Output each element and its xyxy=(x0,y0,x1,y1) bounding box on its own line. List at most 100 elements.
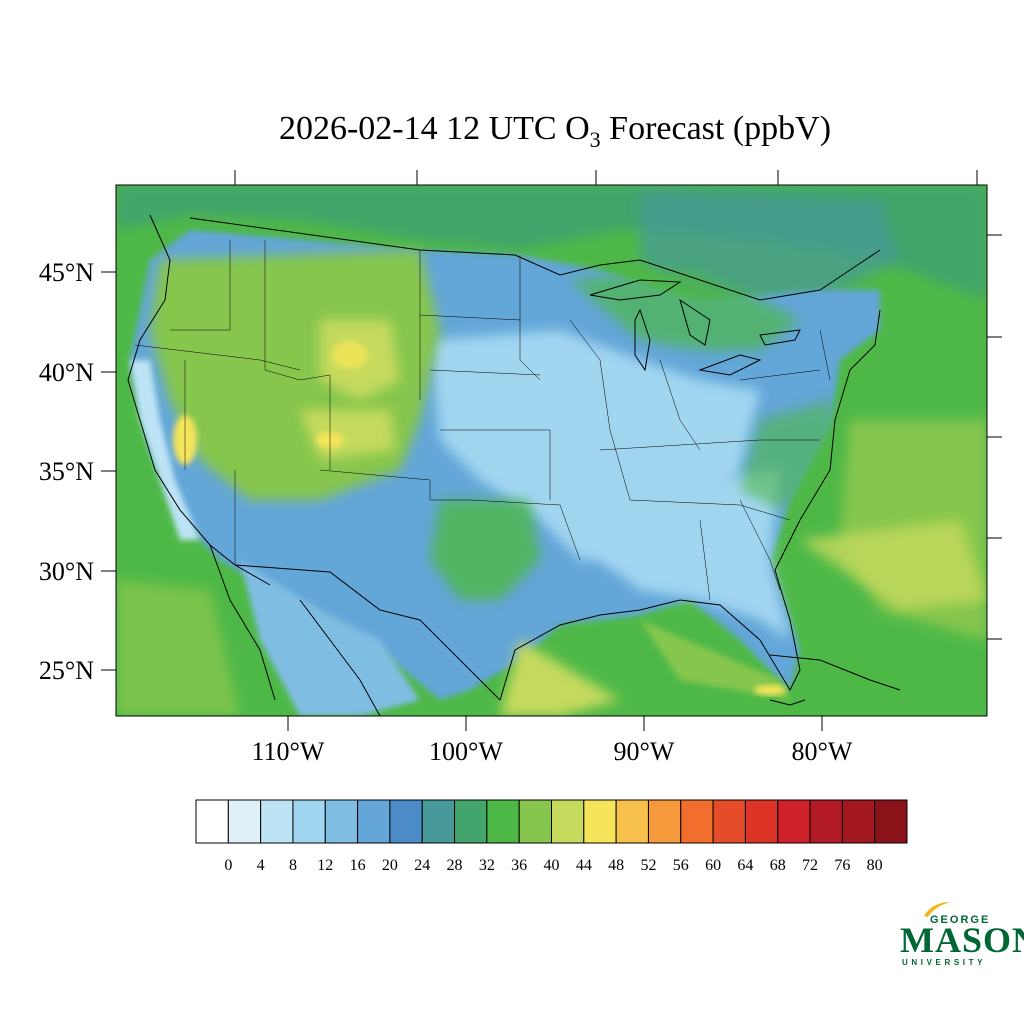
bottom-ticks xyxy=(287,716,823,731)
colorbar-label: 44 xyxy=(576,857,592,874)
mexico-coast xyxy=(299,599,381,716)
lat-label-45: 45°N xyxy=(39,258,94,287)
colorbar-label: 60 xyxy=(705,857,721,874)
gulf-yellowish xyxy=(500,640,620,716)
florida-yellow xyxy=(754,685,786,695)
colorbar-box xyxy=(551,799,585,844)
colorbar-box xyxy=(389,799,423,844)
colorbar-box xyxy=(841,799,876,844)
colorbar-label: 16 xyxy=(350,857,366,874)
colorbar-label: 24 xyxy=(414,857,430,874)
lake-superior xyxy=(589,279,682,301)
title-suffix: Forecast (ppbV) xyxy=(600,110,832,147)
boundaries xyxy=(127,214,901,716)
lat-label-40: 40°N xyxy=(39,358,94,387)
colorbar-box xyxy=(777,799,811,844)
left-ticks xyxy=(101,271,116,671)
map-frame xyxy=(115,184,988,717)
lon-label-100: 100°W xyxy=(429,737,503,766)
baja-coast xyxy=(209,544,276,701)
colorbar-label: 76 xyxy=(834,857,850,874)
lat-label-25: 25°N xyxy=(39,656,94,685)
colorbar-box xyxy=(809,799,843,844)
gulf-coast xyxy=(499,309,881,701)
lon-label-90: 90°W xyxy=(614,737,675,766)
colorbar-box xyxy=(227,799,262,844)
lon-labels: 110°W 100°W 90°W 80°W xyxy=(252,737,853,766)
colorbar-box xyxy=(712,799,746,844)
colorbar-box xyxy=(421,799,456,844)
texas-green xyxy=(430,500,540,600)
us-coastline xyxy=(127,214,271,586)
title-prefix: 2026-02-14 12 UTC O xyxy=(278,110,590,147)
lon-label-80: 80°W xyxy=(792,737,853,766)
pacific-light xyxy=(116,580,240,716)
logo-swoosh-icon xyxy=(924,902,950,917)
colorbar-label: 40 xyxy=(544,857,560,874)
colorbar-box xyxy=(292,799,326,844)
logo-george: GEORGE xyxy=(930,914,991,926)
colorbar-box xyxy=(874,799,908,844)
atlantic-yellowish xyxy=(800,520,987,610)
us-mexico-border xyxy=(234,564,501,701)
us-canada-border xyxy=(189,217,881,301)
ozone-field xyxy=(116,185,987,716)
colorbar-label: 48 xyxy=(608,857,624,874)
colorbar-box xyxy=(486,799,520,844)
logo-mason: MASON xyxy=(900,920,1024,960)
great-lakes-canada-teal xyxy=(640,190,900,300)
colorbar-label: 20 xyxy=(382,857,398,874)
colorbar-box xyxy=(454,799,488,844)
top-ticks xyxy=(234,170,978,185)
appalachian-green xyxy=(740,400,840,510)
colorbar-box xyxy=(615,799,649,844)
colorbar-label: 36 xyxy=(511,857,527,874)
colorbar-box xyxy=(680,799,714,844)
colorbar-label: 80 xyxy=(867,857,883,874)
southeast-lightblue xyxy=(600,470,790,640)
colorbar-label: 52 xyxy=(640,857,656,874)
chart-title: 2026-02-14 12 UTC O3 Forecast (ppbV) xyxy=(0,110,1024,153)
lake-ontario xyxy=(759,329,801,346)
lat-label-35: 35°N xyxy=(39,457,94,486)
colorbar-label: 4 xyxy=(257,857,265,874)
colorbar-label: 8 xyxy=(289,857,297,874)
colorbar-box xyxy=(260,799,294,844)
lon-label-110: 110°W xyxy=(252,737,325,766)
title-subscript: 3 xyxy=(589,126,601,152)
wyoming-yellow xyxy=(332,341,368,369)
colorbar-box xyxy=(324,799,359,844)
colorbar-label: 0 xyxy=(224,857,232,874)
cuba xyxy=(769,654,901,691)
right-ticks xyxy=(987,234,1002,640)
colorbar-label: 12 xyxy=(317,857,333,874)
colorbar-label: 64 xyxy=(737,857,753,874)
mexico-blue xyxy=(240,560,420,716)
colorbar-box xyxy=(647,799,682,844)
colorbar-label: 28 xyxy=(447,857,463,874)
colorbar-label: 72 xyxy=(802,857,818,874)
west-coast-lightblue xyxy=(130,360,200,540)
lat-label-30: 30°N xyxy=(39,557,94,586)
state-lines xyxy=(134,240,831,601)
colorbar-label: 68 xyxy=(770,857,786,874)
gmu-logo: GEORGE MASON UNIVERSITY xyxy=(900,900,1024,970)
florida-keys xyxy=(769,699,806,706)
colorbar-label: 32 xyxy=(479,857,495,874)
colorbar: 0 4 8 12 16 20 24 28 32 36 40 44 48 52 56 60 64 68 72 76 80 xyxy=(195,799,908,874)
lake-erie xyxy=(698,354,762,376)
great-lakes-green xyxy=(570,270,800,350)
logo-university: UNIVERSITY xyxy=(902,958,987,967)
colorbar-box xyxy=(357,799,391,844)
gulf-band xyxy=(640,620,790,700)
lat-labels: 45°N 40°N 35°N 30°N 25°N xyxy=(39,258,94,685)
rockies-yellow-2 xyxy=(300,410,395,460)
lake-michigan xyxy=(634,308,651,372)
colorbar-label: 56 xyxy=(673,857,689,874)
colorbar-box xyxy=(195,799,229,844)
colorbar-box xyxy=(744,799,779,844)
colorbar-box xyxy=(518,799,553,844)
colorbar-box xyxy=(583,799,617,844)
lake-huron xyxy=(679,298,711,346)
